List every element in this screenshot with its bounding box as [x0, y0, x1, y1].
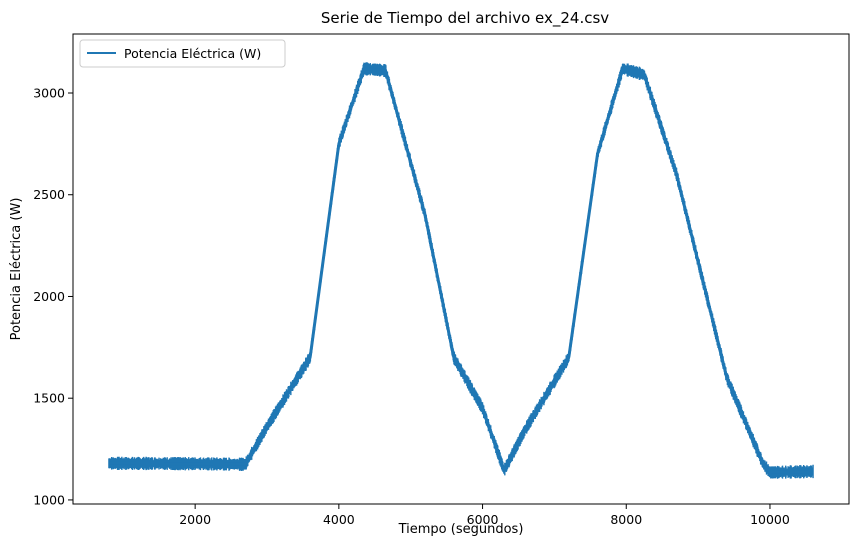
plot-area: 2000 4000 6000 8000 10000 1000 1500 2000 2500 30… — [33, 33, 850, 527]
series-layer — [108, 62, 814, 479]
y-tick-label: 1500 — [33, 391, 65, 406]
legend: Potencia Eléctrica (W) — [79, 39, 286, 68]
x-tick-label: 2000 — [179, 512, 211, 527]
x-tick-label: 10000 — [750, 512, 790, 527]
plot-frame — [72, 33, 850, 505]
x-tick-label: 6000 — [467, 512, 499, 527]
series-trend-potencia — [108, 67, 814, 474]
chart-title: Serie de Tiempo del archivo ex_24.csv — [321, 9, 609, 28]
x-tick-label: 4000 — [323, 512, 355, 527]
legend-box — [79, 39, 286, 68]
y-tick-label: 2000 — [33, 289, 65, 304]
y-tick-label: 1000 — [33, 492, 65, 507]
y-tick-label: 3000 — [33, 86, 65, 101]
y-axis-label: Potencia Eléctrica (W) — [9, 198, 24, 341]
y-tick-label: 2500 — [33, 187, 65, 202]
x-tick-label: 8000 — [610, 512, 642, 527]
legend-label: Potencia Eléctrica (W) — [124, 46, 261, 61]
x-axis-ticks: 2000 4000 6000 8000 10000 — [179, 504, 790, 527]
y-axis-ticks: 1000 1500 2000 2500 3000 — [33, 86, 73, 507]
x-axis-label: Tiempo (segundos) — [398, 522, 524, 537]
